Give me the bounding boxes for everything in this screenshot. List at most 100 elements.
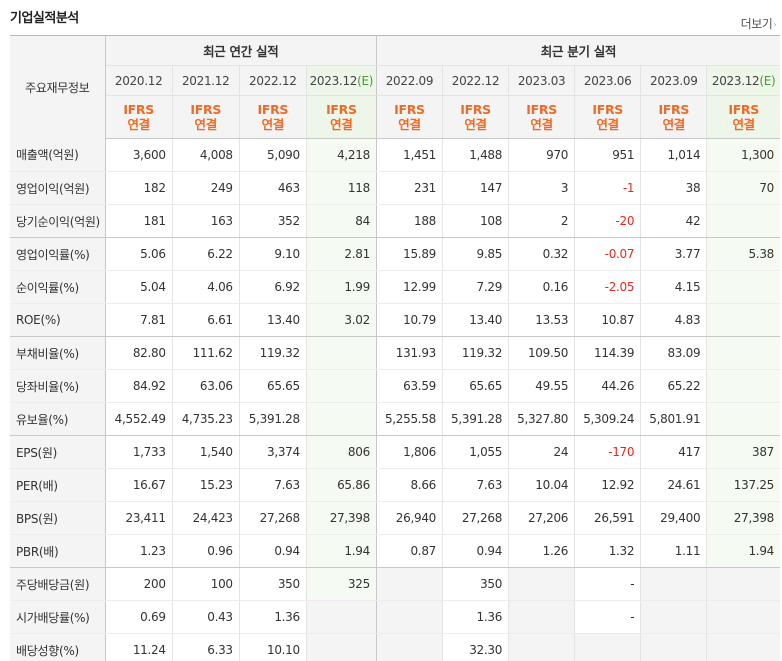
table-cell: 6.61 xyxy=(172,303,240,337)
table-row: 당좌비율(%) 84.92 63.06 65.65 63.59 65.65 49.55 44.… xyxy=(10,369,780,403)
section-title: 기업실적분석 xyxy=(10,11,79,26)
table-cell xyxy=(706,369,780,403)
table-cell: 4.06 xyxy=(172,270,240,304)
ifrs-label: IFRS xyxy=(460,102,491,117)
row-label: 배당성향(%) xyxy=(10,633,106,661)
ifrs-consolidated-label: IFRS 연결 xyxy=(376,95,444,139)
period-header: 2023.09 xyxy=(640,65,708,96)
table-cell: 147 xyxy=(442,171,510,205)
table-cell: 63.59 xyxy=(376,369,444,403)
table-cell: 7.63 xyxy=(239,468,307,502)
table-cell: 4,552.49 xyxy=(105,402,173,436)
more-link[interactable]: 더보기› xyxy=(740,15,777,32)
table-cell: 1.23 xyxy=(105,534,173,568)
table-cell: 5.04 xyxy=(105,270,173,304)
row-label: 주당배당금(원) xyxy=(10,567,106,601)
table-cell: 119.32 xyxy=(442,336,510,370)
table-cell: 5,255.58 xyxy=(376,402,444,436)
table-row: 매출액(억원) 3,600 4,008 5,090 4,218 1,451 1,488 970… xyxy=(10,138,780,172)
consolidated-label: 연결 xyxy=(127,117,150,132)
table-cell: 249 xyxy=(172,171,240,205)
table-cell: - xyxy=(574,567,642,601)
row-label: BPS(원) xyxy=(10,501,106,535)
period-header: 2023.06 xyxy=(574,65,642,96)
table-cell: -1 xyxy=(574,171,642,205)
row-label: 당좌비율(%) xyxy=(10,369,106,403)
table-cell xyxy=(706,270,780,304)
table-cell: 352 xyxy=(239,204,307,238)
table-row: 당기순이익(억원) 181 163 352 84 188 108 2 -20 42 xyxy=(10,204,780,238)
table-cell: -0.07 xyxy=(574,237,642,271)
table-cell: 65.65 xyxy=(239,369,307,403)
table-cell: 5,391.28 xyxy=(442,402,510,436)
table-cell: - xyxy=(574,600,642,634)
ifrs-consolidated-label: IFRS 연결 xyxy=(239,95,307,139)
table-cell: 0.87 xyxy=(376,534,444,568)
table-cell: 7.29 xyxy=(442,270,510,304)
table-cell: 13.53 xyxy=(508,303,576,337)
table-row: 시가배당률(%) 0.69 0.43 1.36 1.36- xyxy=(10,600,780,634)
ifrs-label: IFRS xyxy=(658,102,690,117)
table-cell: 108 xyxy=(442,204,510,238)
ifrs-consolidated-label: IFRS 연결 xyxy=(306,95,377,139)
table-cell: 63.06 xyxy=(172,369,240,403)
table-cell: 13.40 xyxy=(239,303,307,337)
table-row: 영업이익률(%) 5.06 6.22 9.10 2.81 15.89 9.85 0.32 -0.… xyxy=(10,237,780,271)
table-row: 영업이익(억원) 182 249 463 118 231 147 3 -1 38 70 xyxy=(10,171,780,205)
table-row: 유보율(%) 4,552.49 4,735.23 5,391.28 5,255.58 5,… xyxy=(10,402,780,436)
table-cell: 0.16 xyxy=(508,270,576,304)
row-label: 시가배당률(%) xyxy=(10,600,106,634)
table-cell: 1.94 xyxy=(706,534,780,568)
table-cell xyxy=(306,336,377,370)
table-cell: 23,411 xyxy=(105,501,173,535)
table-cell: 2 xyxy=(508,204,576,238)
period-header: 2022.12 xyxy=(239,65,307,96)
consolidated-label: 연결 xyxy=(194,117,218,132)
table-cell: 970 xyxy=(508,138,576,172)
table-cell: 32.30 xyxy=(442,633,510,661)
row-label: EPS(원) xyxy=(10,435,106,469)
table-cell xyxy=(706,402,780,436)
table-cell: 1.99 xyxy=(306,270,377,304)
table-cell: 350 xyxy=(239,567,307,601)
ifrs-consolidated-label: IFRS 연결 xyxy=(172,95,240,139)
table-cell: 27,398 xyxy=(306,501,377,535)
more-label[interactable]: 더보기 xyxy=(740,17,773,31)
table-cell: 5,391.28 xyxy=(239,402,307,436)
row-label: 유보율(%) xyxy=(10,402,106,436)
table-cell: 137.25 xyxy=(706,468,780,502)
table-cell xyxy=(706,567,780,601)
ifrs-label: IFRS xyxy=(123,102,154,117)
table-cell xyxy=(508,600,576,634)
table-cell: 3.02 xyxy=(306,303,377,337)
table-cell: 65.65 xyxy=(442,369,510,403)
table-cell: 5,309.24 xyxy=(574,402,642,436)
table-cell: 0.43 xyxy=(172,600,240,634)
table-cell: 200 xyxy=(105,567,173,601)
consolidated-label: 연결 xyxy=(464,117,487,132)
table-cell: 15.89 xyxy=(376,237,444,271)
table-row: PBR(배) 1.23 0.96 0.94 1.94 0.87 0.94 1.26 1.32 1.… xyxy=(10,534,780,568)
table-cell: 951 xyxy=(574,138,642,172)
table-cell: 24,423 xyxy=(172,501,240,535)
annual-group-header: 최근 연간 실적 xyxy=(105,35,377,66)
table-cell: 10.87 xyxy=(574,303,642,337)
table-row: EPS(원) 1,733 1,540 3,374 806 1,806 1,055 24 -170… xyxy=(10,435,780,469)
table-cell: 1.36 xyxy=(239,600,307,634)
table-cell: 3,600 xyxy=(105,138,173,172)
table-cell: 0.69 xyxy=(105,600,173,634)
ifrs-label: IFRS xyxy=(394,102,425,117)
ifrs-label: IFRS xyxy=(257,102,289,117)
table-cell: 44.26 xyxy=(574,369,642,403)
ifrs-consolidated-label: IFRS 연결 xyxy=(442,95,510,139)
corner-header: 주요재무정보 xyxy=(10,35,106,139)
table-cell: 1.36 xyxy=(442,600,510,634)
table-cell: 42 xyxy=(640,204,708,238)
period-label: 2023.12 xyxy=(309,73,358,88)
table-row: 배당성향(%) 11.24 6.33 10.10 32.30 xyxy=(10,633,780,661)
period-label: 2023.12 xyxy=(711,73,760,88)
table-cell xyxy=(306,633,377,661)
table-cell xyxy=(706,204,780,238)
table-cell: 38 xyxy=(640,171,708,205)
table-cell: 11.24 xyxy=(105,633,173,661)
